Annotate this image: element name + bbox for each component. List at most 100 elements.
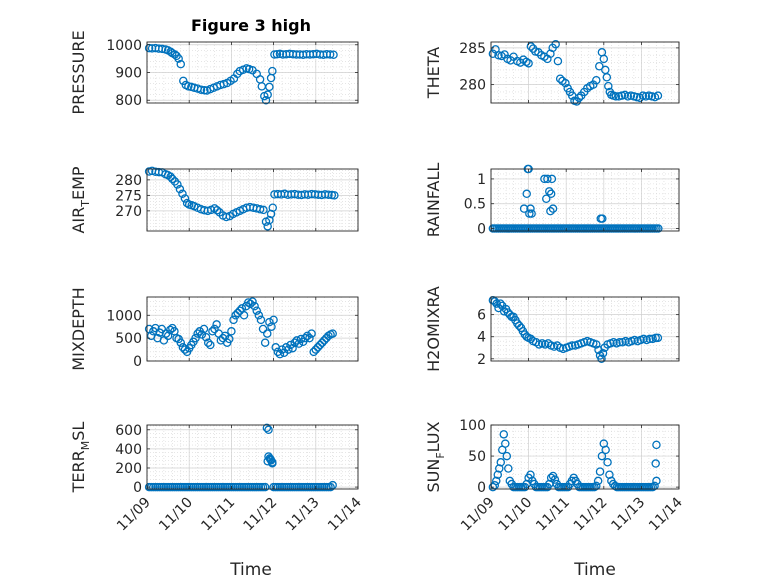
data-point — [499, 430, 509, 439]
data-point — [157, 44, 167, 54]
data-point — [648, 482, 657, 492]
data-point — [180, 194, 190, 203]
y-tick-label: 500 — [115, 331, 142, 347]
data-point — [561, 78, 570, 88]
x-tick-label: 11/10 — [496, 495, 536, 535]
y-axis-label: H2OMIXRA — [424, 286, 443, 372]
y-tick-label: 270 — [115, 204, 142, 220]
data-point — [174, 54, 183, 63]
y-axis-label: PRESSURE — [69, 30, 88, 114]
data-point — [650, 481, 659, 491]
y-tick-label: 0 — [477, 480, 486, 496]
data-point — [309, 347, 318, 357]
data-point — [212, 205, 222, 215]
data-point — [255, 205, 265, 214]
data-point — [235, 306, 245, 315]
data-point — [166, 172, 175, 181]
data-points — [488, 39, 663, 106]
plot-area — [147, 425, 358, 489]
x-tick-label: 11/13 — [608, 495, 648, 535]
axes-box — [490, 41, 680, 104]
data-point — [524, 59, 533, 68]
data-point — [597, 354, 606, 364]
data-point — [269, 315, 278, 325]
data-point — [326, 482, 335, 492]
axes-box — [146, 296, 359, 362]
data-point — [595, 467, 605, 476]
data-point — [526, 42, 536, 51]
data-point — [595, 62, 604, 71]
data-point — [275, 349, 285, 359]
data-point — [492, 476, 501, 486]
plot-area — [491, 297, 679, 361]
data-points — [488, 296, 663, 364]
data-point — [218, 333, 228, 343]
data-point — [182, 198, 192, 208]
y-axis-label: THETA — [424, 47, 443, 99]
data-point — [254, 311, 264, 320]
data-point — [496, 299, 505, 308]
y-axis-label: AIRTEMP — [69, 166, 92, 233]
data-point — [261, 95, 271, 105]
data-point — [504, 464, 513, 473]
data-point — [250, 301, 259, 311]
x-tick-label: 11/11 — [533, 495, 573, 535]
y-tick-label: 0 — [477, 222, 486, 238]
y-tick-label: 900 — [115, 66, 142, 82]
data-point — [543, 174, 552, 184]
data-points — [488, 164, 663, 233]
data-point — [268, 203, 278, 212]
data-point — [519, 204, 529, 213]
data-point — [268, 458, 277, 468]
data-point — [305, 333, 314, 343]
y-axis-label: TERRMSL — [69, 422, 92, 494]
data-point — [178, 189, 187, 199]
data-point — [175, 184, 185, 194]
subplot-6: 2 4 6 H2OMIXRA — [424, 286, 680, 372]
data-point — [266, 455, 275, 464]
x-tick-label: 11/12 — [241, 495, 281, 535]
y-tick-label: 200 — [115, 461, 142, 477]
x-tick-label: 11/09 — [114, 495, 154, 535]
y-tick-label: 600 — [115, 423, 142, 439]
data-point — [262, 423, 272, 433]
y-tick-label: 800 — [115, 93, 142, 109]
data-point — [244, 298, 253, 307]
data-point — [496, 458, 506, 467]
plot-area — [491, 169, 679, 231]
y-tick-label: 1000 — [106, 308, 142, 324]
data-point — [546, 189, 556, 199]
data-point — [330, 191, 339, 200]
data-point — [246, 299, 255, 309]
data-point — [522, 57, 531, 67]
x-axis-label-right: Time — [573, 560, 616, 580]
data-point — [239, 311, 249, 320]
subplot-4: 0 0.5 1 RAINFALL — [424, 163, 680, 238]
data-point — [492, 299, 501, 308]
y-axis-label: RAINFALL — [424, 163, 443, 238]
data-point — [502, 451, 512, 461]
data-point — [193, 329, 202, 338]
data-points — [144, 423, 337, 492]
data-point — [522, 189, 531, 199]
data-points — [144, 43, 338, 105]
data-point — [319, 336, 329, 345]
data-point — [268, 66, 277, 76]
plot-area — [491, 425, 679, 489]
data-point — [601, 445, 610, 455]
data-points — [144, 297, 337, 359]
data-point — [300, 333, 310, 343]
y-tick-label: 0 — [133, 480, 142, 496]
y-tick-label: 0.5 — [464, 197, 486, 213]
y-tick-label: 275 — [115, 188, 142, 204]
data-point — [225, 334, 234, 344]
data-point — [311, 345, 321, 354]
data-point — [324, 190, 333, 199]
data-point — [652, 440, 661, 450]
data-point — [542, 194, 551, 204]
data-point — [592, 481, 601, 491]
data-point — [493, 470, 503, 479]
